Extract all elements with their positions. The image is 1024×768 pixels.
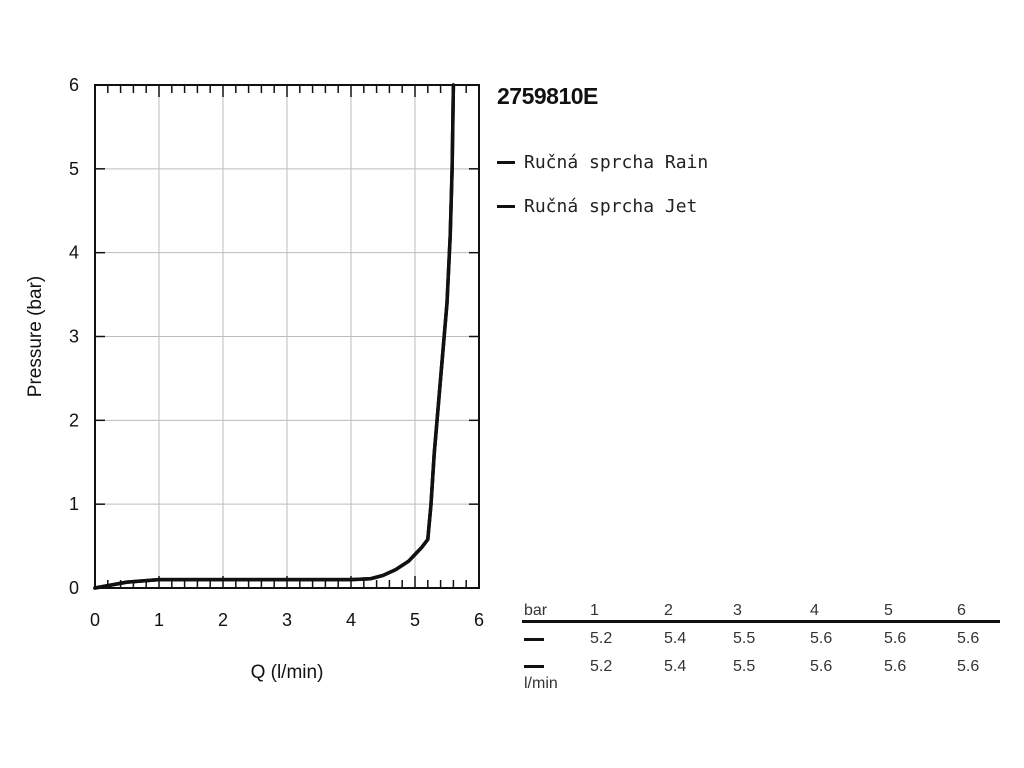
table-cell: 5.4 bbox=[664, 630, 687, 647]
y-tick-label: 1 bbox=[69, 494, 79, 514]
table-header-pressure: 1 bbox=[590, 602, 599, 619]
legend-swatch bbox=[497, 160, 515, 164]
x-tick-label: 4 bbox=[346, 610, 356, 630]
chart-legend: Ručná sprcha Rain Ručná sprcha Jet bbox=[497, 140, 708, 228]
table-cell: 5.2 bbox=[590, 658, 613, 675]
x-tick-label: 0 bbox=[90, 610, 100, 630]
table-row-swatch bbox=[524, 638, 544, 641]
table-cell: 5.6 bbox=[810, 630, 833, 647]
x-tick-label: 2 bbox=[218, 610, 228, 630]
table-header-pressure: 4 bbox=[810, 602, 819, 619]
y-tick-label: 2 bbox=[69, 410, 79, 430]
chart-grid bbox=[95, 85, 479, 588]
table-header-pressure: 3 bbox=[733, 602, 742, 619]
x-tick-label: 6 bbox=[474, 610, 484, 630]
table-divider bbox=[522, 620, 1000, 623]
legend-item-jet: Ručná sprcha Jet bbox=[497, 184, 708, 228]
table-cell: 5.6 bbox=[810, 658, 833, 675]
table-cell: 5.6 bbox=[957, 658, 980, 675]
table-cell: 5.4 bbox=[664, 658, 687, 675]
legend-label: Ručná sprcha Rain bbox=[524, 151, 709, 173]
product-code-title: 2759810E bbox=[497, 83, 598, 109]
table-cell: 5.5 bbox=[733, 658, 756, 675]
y-axis-title: Pressure (bar) bbox=[25, 276, 46, 397]
table-cell: 5.2 bbox=[590, 630, 613, 647]
table-unit-label: l/min bbox=[524, 675, 558, 692]
y-tick-label: 3 bbox=[69, 327, 79, 347]
y-tick-label: 0 bbox=[69, 578, 79, 598]
legend-swatch bbox=[497, 204, 515, 208]
plot-frame bbox=[94, 84, 480, 589]
legend-label: Ručná sprcha Jet bbox=[524, 195, 698, 217]
flow-rate-table: bar 1 2 3 4 5 6 5.2 5.4 5.5 5.6 5.6 5.6 … bbox=[522, 600, 1000, 700]
table-row-swatch bbox=[524, 665, 544, 668]
x-tick-label: 1 bbox=[154, 610, 164, 630]
chart-series bbox=[93, 83, 456, 590]
table-cell: 5.6 bbox=[884, 658, 907, 675]
y-tick-label: 5 bbox=[69, 159, 79, 179]
table-header-pressure: 2 bbox=[664, 602, 673, 619]
series-line-1 bbox=[93, 83, 456, 590]
table-cell: 5.6 bbox=[884, 630, 907, 647]
table-header-pressure: 6 bbox=[957, 602, 966, 619]
y-tick-label: 4 bbox=[69, 243, 79, 263]
chart-tick-labels: 0 1 2 3 4 5 6 0 1 2 3 4 5 6 bbox=[69, 75, 484, 630]
x-axis-title: Q (l/min) bbox=[251, 662, 324, 683]
table-cell: 5.6 bbox=[957, 630, 980, 647]
table-cell: 5.5 bbox=[733, 630, 756, 647]
legend-item-rain: Ručná sprcha Rain bbox=[497, 140, 708, 184]
table-header-pressure: 5 bbox=[884, 602, 893, 619]
y-tick-label: 6 bbox=[69, 75, 79, 95]
x-tick-label: 3 bbox=[282, 610, 292, 630]
x-tick-label: 5 bbox=[410, 610, 420, 630]
table-header-bar: bar bbox=[524, 602, 548, 619]
